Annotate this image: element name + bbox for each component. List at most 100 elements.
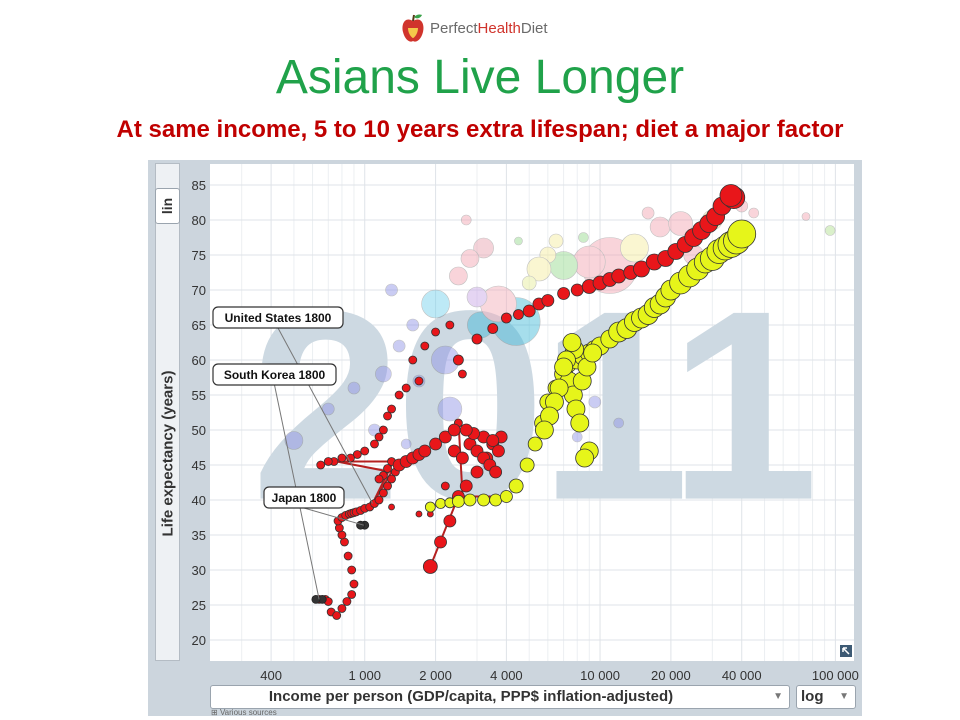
data-point <box>445 320 455 330</box>
data-point <box>360 446 370 456</box>
table-icon: ⊞ <box>211 708 218 717</box>
data-point <box>343 551 353 561</box>
dropdown-arrow-icon: ▼ <box>839 691 849 702</box>
background-bubble <box>437 396 463 422</box>
background-bubble <box>375 365 392 383</box>
data-point <box>424 501 436 513</box>
data-point <box>415 510 423 518</box>
y-tick-label: 20 <box>192 633 206 648</box>
background-bubble <box>748 207 760 219</box>
data-point <box>383 481 392 491</box>
trail-line <box>336 460 392 473</box>
data-point <box>477 493 491 507</box>
data-point <box>443 514 457 528</box>
sources-link[interactable]: ⊞ Various sources <box>211 708 277 717</box>
brand-name: PerfectHealthDiet <box>430 20 548 37</box>
data-point <box>541 294 555 307</box>
data-point <box>374 474 384 484</box>
data-point <box>429 437 442 451</box>
data-point <box>719 184 743 207</box>
series-group <box>314 457 404 620</box>
y-tick-label: 75 <box>192 248 206 263</box>
brand-name-part1: Perfect <box>430 19 478 37</box>
callout-leader <box>303 507 364 526</box>
background-bubble <box>406 318 420 332</box>
x-scale-label: log <box>801 688 824 705</box>
data-point <box>457 369 467 379</box>
data-point <box>316 460 326 470</box>
data-point <box>420 341 430 351</box>
y-tick-label: 65 <box>192 318 206 333</box>
data-point <box>508 478 524 494</box>
data-point <box>435 498 446 509</box>
y-tick-label: 85 <box>192 178 206 193</box>
data-point <box>570 413 590 433</box>
data-point <box>492 444 505 458</box>
background-bubble <box>473 237 494 259</box>
data-point <box>438 430 452 444</box>
data-point <box>470 465 484 479</box>
data-point <box>440 481 450 491</box>
y-tick-label: 80 <box>192 213 206 228</box>
sources-label: Various sources <box>219 708 277 717</box>
callout-label: South Korea 1800 <box>224 368 326 382</box>
data-point <box>347 590 357 599</box>
expand-arrow <box>842 647 850 655</box>
background-bubble <box>460 249 480 268</box>
background-bubble <box>641 206 655 220</box>
background-bubble <box>392 339 406 353</box>
background-bubble <box>801 212 811 221</box>
y-scale-toggle[interactable]: lin <box>155 188 180 224</box>
callout-label: Japan 1800 <box>272 491 337 505</box>
data-point <box>459 423 473 437</box>
y-tick-label: 35 <box>192 528 206 543</box>
background-bubble <box>347 381 361 395</box>
x-tick-label: 20 000 <box>651 668 691 683</box>
data-point <box>727 219 757 249</box>
callout-box <box>212 363 337 386</box>
background-bubble <box>571 431 583 443</box>
data-point <box>434 535 447 549</box>
year-watermark: 2011 <box>251 256 813 557</box>
x-tick-label: 2 000 <box>419 668 452 683</box>
background-bubble <box>514 236 523 246</box>
background-bubble <box>572 245 606 279</box>
data-point <box>447 423 461 437</box>
data-point <box>337 604 347 613</box>
data-point <box>394 390 404 400</box>
background-bubble <box>460 214 472 226</box>
x-indicator-select[interactable]: Income per person (GDP/capita, PPP$ infl… <box>210 685 790 709</box>
data-point <box>408 355 418 365</box>
data-point <box>489 493 503 507</box>
background-bubble <box>521 275 537 291</box>
data-point <box>378 425 388 435</box>
background-bubble <box>548 233 564 249</box>
background-bubble <box>385 283 398 297</box>
data-point <box>323 457 333 466</box>
y-tick-label: 55 <box>192 388 206 403</box>
trail-detail-group <box>392 333 603 479</box>
x-axis-title: Income per person (GDP/capita, PPP$ infl… <box>268 688 674 705</box>
data-point <box>513 309 524 320</box>
data-point <box>575 448 595 468</box>
data-point <box>519 457 535 473</box>
data-point <box>527 436 543 452</box>
data-point <box>562 333 582 352</box>
apple-logo-icon <box>402 14 424 42</box>
x-tick-label: 400 <box>260 668 282 683</box>
brand-name-part2: Health <box>477 19 521 37</box>
series-group <box>452 196 732 366</box>
background-bubble <box>578 232 589 243</box>
y-tick-label: 70 <box>192 283 206 298</box>
data-point <box>374 432 384 442</box>
data-point <box>383 411 392 421</box>
y-tick-label: 50 <box>192 423 206 438</box>
x-scale-select[interactable]: log ▼ <box>796 685 856 709</box>
data-point <box>370 439 379 449</box>
data-point <box>418 444 432 458</box>
data-point <box>471 333 483 345</box>
data-point <box>431 327 440 337</box>
y-tick-label: 40 <box>192 493 206 508</box>
background-bubble <box>321 402 335 416</box>
brand-logo: PerfectHealthDiet <box>400 10 548 46</box>
